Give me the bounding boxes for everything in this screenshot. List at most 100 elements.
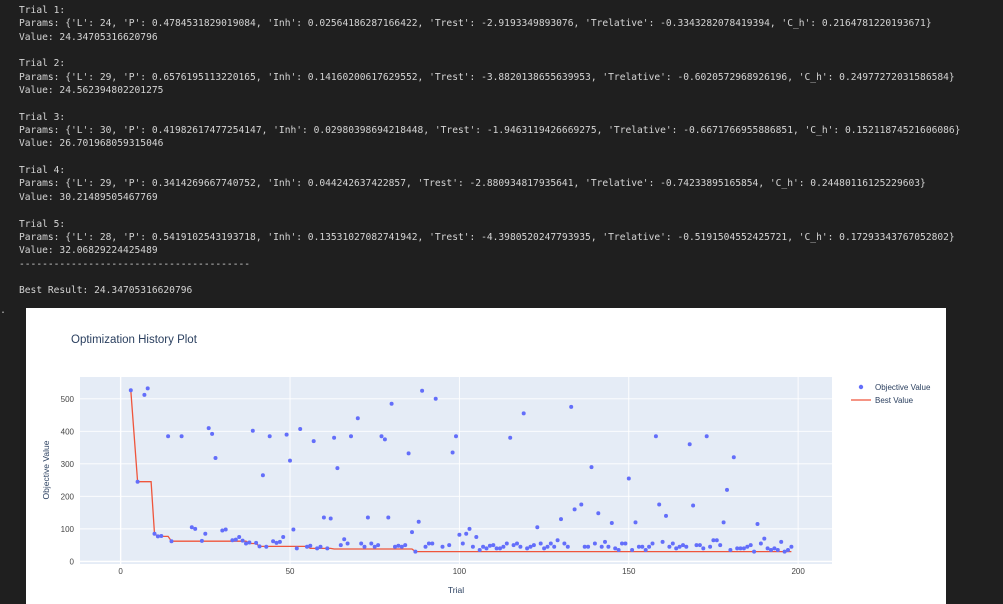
objective-value-point [386,515,391,520]
console-line [19,271,989,284]
chart-title: Optimization History Plot [71,334,198,346]
console-line: Value: 24.34705316620796 [19,31,158,43]
objective-value-point [650,541,655,546]
objective-value-point [664,513,668,518]
console-line: Value: 26.701968059315046 [19,138,164,150]
objective-value-point [230,538,235,543]
objective-value-point [206,426,211,431]
objective-value-point [521,411,526,416]
objective-value-point [349,434,353,439]
objective-value-point [592,541,597,546]
objective-value-point [189,525,194,530]
objective-value-point [599,544,604,549]
objective-value-point [640,544,645,549]
objective-value-point [430,541,435,546]
objective-value-point [410,530,414,535]
chart-svg[interactable]: Optimization History Plot 0 100 200 300 400 5… [26,308,946,604]
console-line: Trial 5: [19,218,66,230]
console-line: Trial 1: [19,5,66,16]
grid-lines [80,377,832,564]
objective-value-point [460,541,465,546]
objective-value-point [166,434,171,439]
objective-value-point [647,544,652,549]
console-line: Params: {'L': 29, 'P': 0.341426966774075… [19,178,926,190]
objective-value-point [721,520,726,525]
objective-value-point [555,538,560,543]
objective-value-point [318,544,323,549]
objective-value-point [718,543,723,548]
plot-area[interactable] [80,377,832,564]
objective-value-point [630,548,635,552]
objective-value-point [609,521,614,525]
objective-value-point [264,544,269,549]
legend-best-label[interactable]: Best Value [875,396,914,405]
objective-value-point [491,543,496,548]
objective-value-point [674,546,679,551]
scroll-marker: . [0,305,7,316]
objective-value-point [128,388,133,393]
optimization-history-plot[interactable]: Optimization History Plot 0 100 200 300 400 5… [26,308,946,604]
objective-value-point [467,526,472,531]
legend-objective-label[interactable]: Objective Value [875,383,931,392]
objective-value-point [260,473,265,478]
objective-value-point [758,541,763,546]
objective-value-point [772,546,777,551]
console-line: Params: {'L': 29, 'P': 0.657619511322016… [19,71,955,83]
objective-value-point [362,544,367,549]
objective-value-point [406,451,411,456]
objective-value-point [210,431,215,436]
objective-value-point [413,549,418,554]
objective-value-point [403,543,408,548]
y-tick-label: 500 [61,395,75,404]
console-line: Params: {'L': 28, 'P': 0.541910254319371… [19,231,955,243]
objective-value-point [653,434,658,439]
objective-value-point [677,544,682,549]
x-tick-label: 150 [622,567,636,576]
objective-value-point [586,544,591,549]
y-tick-label: 0 [70,557,75,566]
x-tick-label: 100 [453,567,467,576]
objective-value-point [670,541,675,546]
objective-value-point [603,539,607,544]
objective-value-point [620,541,624,546]
objective-value-point [426,541,431,546]
y-tick-label: 400 [61,427,75,436]
objective-value-point [457,532,462,537]
y-tick-label: 200 [61,492,75,501]
objective-value-point [152,531,157,536]
objective-value-point [464,531,469,536]
objective-value-point [528,544,533,549]
y-axis-label: Objective Value [41,440,51,499]
objective-value-point [199,538,204,543]
objective-value-point [470,544,475,549]
objective-value-point [193,526,198,531]
objective-value-point [762,536,767,541]
x-tick-label: 0 [118,567,123,576]
objective-value-point [338,543,343,548]
objective-value-point [396,543,401,548]
objective-value-point [274,540,279,545]
console-line: Value: 30.21489505467769 [19,191,158,203]
best-value-series [130,390,792,553]
objective-value-point [765,546,770,551]
objective-value-point [281,535,286,539]
objective-value-point [254,540,259,545]
objective-value-point [365,515,370,520]
objective-value-point [667,544,672,549]
legend[interactable]: Objective Value Best Value [851,383,931,405]
objective-value-point [538,541,543,546]
console-line: Best Result: 24.34705316620796 [19,285,193,297]
objective-value-point [369,541,374,546]
objective-value-point [159,534,164,538]
objective-value-point [213,456,218,460]
objective-value-point [589,465,594,470]
objective-value-point [481,544,486,549]
x-tick-label: 50 [286,567,295,576]
objective-value-point [572,507,577,512]
objective-value-point [548,541,553,546]
objective-value-point [267,434,272,439]
objective-value-point [233,537,238,542]
console-line: Value: 32.06829224425489 [19,245,158,257]
objective-value-point [501,544,506,549]
objective-value-point [288,458,292,463]
